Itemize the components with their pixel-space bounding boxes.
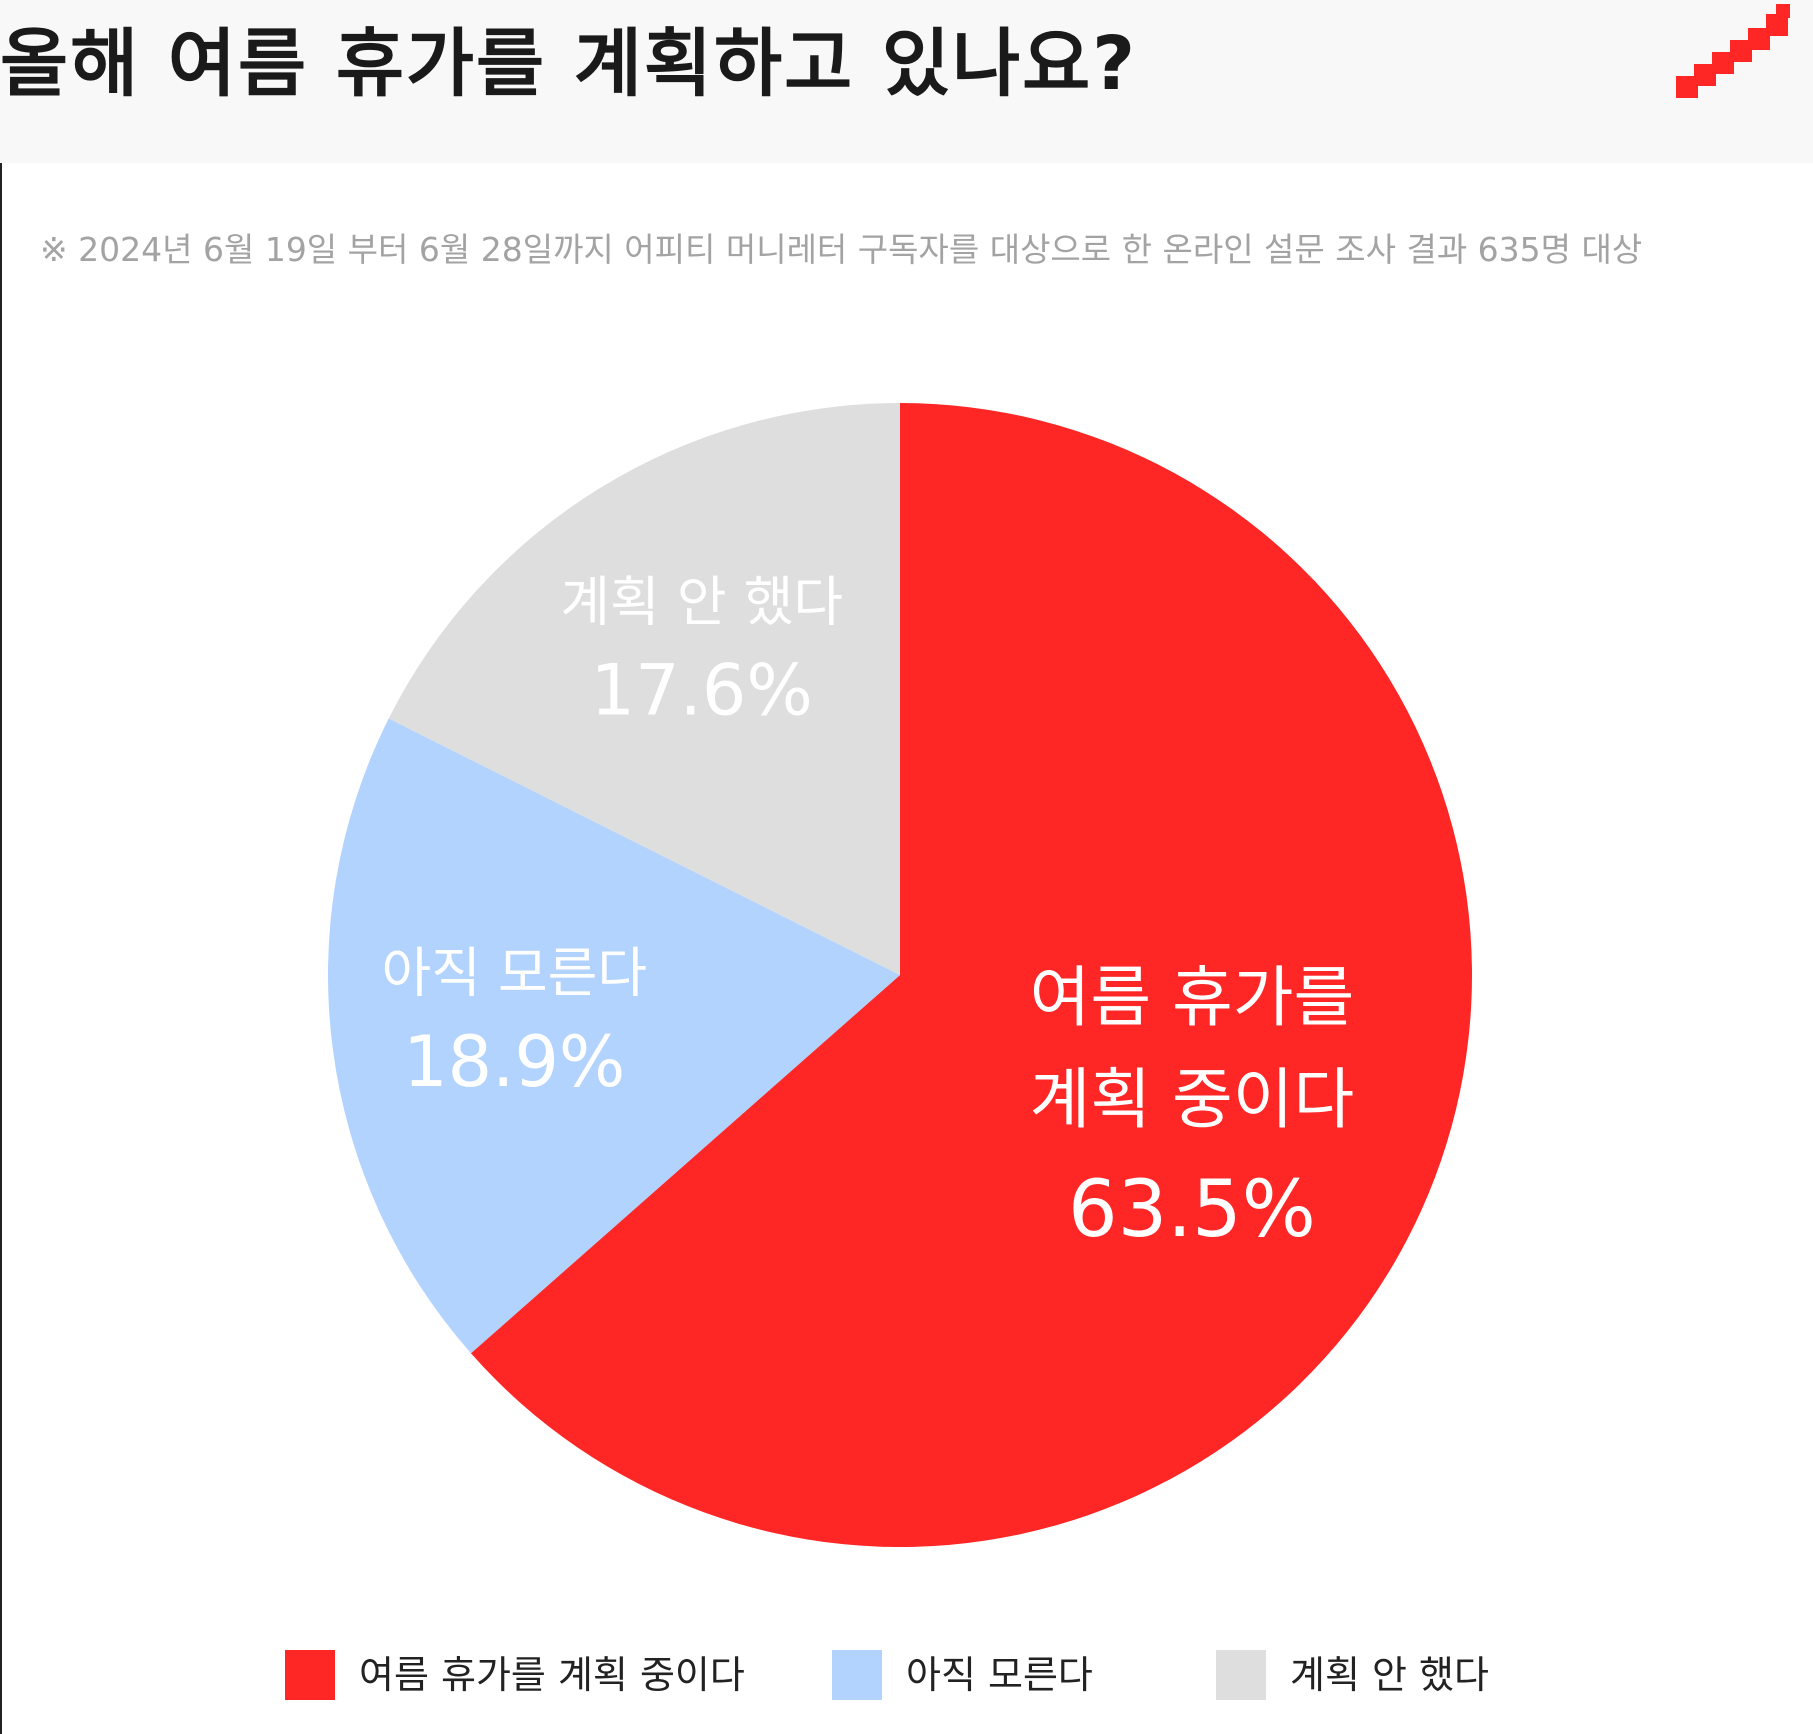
pie-slice (470, 403, 1472, 1547)
legend-label: 계획 안 했다 (1290, 1653, 1489, 1697)
pie-slice (388, 403, 900, 975)
slice-label: 아직 모른다 (381, 942, 647, 1005)
slice-value-label: 17.6% (591, 650, 813, 732)
red-staircase-icon (1676, 4, 1790, 98)
slice-label: 여름 휴가를 (1030, 959, 1355, 1036)
legend-swatch (1216, 1650, 1266, 1700)
legend-swatch (832, 1650, 882, 1700)
header-band: 올해 여름 휴가를 계획하고 있나요? (0, 0, 1813, 163)
legend-label: 아직 모른다 (906, 1653, 1093, 1697)
slice-label: 계획 안 했다 (560, 570, 843, 633)
slice-value-label: 63.5% (1068, 1165, 1316, 1255)
legend-swatch (285, 1650, 335, 1700)
slice-value-label: 18.9% (403, 1021, 625, 1103)
chart-title: 올해 여름 휴가를 계획하고 있나요? (0, 21, 1138, 107)
slice-label: 계획 중이다 (1030, 1061, 1355, 1138)
pie-slice (327, 718, 900, 1354)
survey-note: ※ 2024년 6월 19일 부터 6월 28일까지 어피티 머니레터 구독자를… (40, 230, 1643, 269)
legend-label: 여름 휴가를 계획 중이다 (359, 1653, 745, 1697)
